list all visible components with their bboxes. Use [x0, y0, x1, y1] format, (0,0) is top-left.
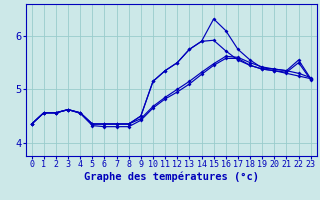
X-axis label: Graphe des températures (°c): Graphe des températures (°c): [84, 172, 259, 182]
